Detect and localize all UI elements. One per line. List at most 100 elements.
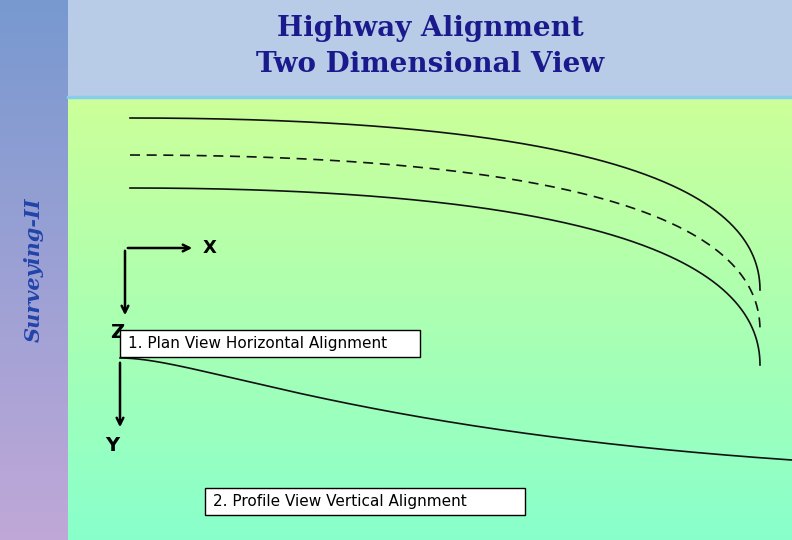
Bar: [68, 512, 792, 518]
Bar: [0, 33, 68, 40]
Bar: [0, 364, 68, 372]
Bar: [68, 484, 792, 490]
Bar: [0, 195, 68, 202]
Bar: [0, 453, 68, 459]
Bar: [0, 94, 68, 102]
Bar: [0, 297, 68, 303]
Bar: [68, 446, 792, 451]
Bar: [68, 285, 792, 291]
Bar: [68, 424, 792, 429]
Bar: [68, 141, 792, 147]
Bar: [0, 148, 68, 156]
Bar: [0, 68, 68, 74]
Bar: [68, 307, 792, 313]
Bar: [68, 501, 792, 507]
Bar: [68, 451, 792, 457]
Bar: [68, 319, 792, 324]
Bar: [0, 472, 68, 480]
Bar: [68, 418, 792, 424]
Bar: [68, 0, 792, 97]
Bar: [68, 136, 792, 141]
Bar: [68, 413, 792, 418]
Bar: [68, 474, 792, 479]
Bar: [68, 429, 792, 435]
Bar: [0, 310, 68, 317]
Bar: [68, 390, 792, 396]
Bar: [0, 168, 68, 176]
Bar: [0, 291, 68, 297]
Bar: [0, 108, 68, 115]
Bar: [68, 496, 792, 501]
Bar: [0, 351, 68, 357]
Bar: [68, 180, 792, 186]
Text: Surveying-II: Surveying-II: [24, 198, 44, 342]
Bar: [0, 162, 68, 168]
Bar: [0, 426, 68, 432]
Bar: [0, 507, 68, 513]
Bar: [0, 256, 68, 263]
Bar: [0, 500, 68, 507]
Bar: [0, 513, 68, 519]
Bar: [0, 216, 68, 222]
Bar: [68, 224, 792, 230]
Bar: [0, 317, 68, 324]
Text: Two Dimensional View: Two Dimensional View: [256, 51, 604, 78]
Bar: [0, 230, 68, 237]
Bar: [68, 368, 792, 374]
Bar: [68, 241, 792, 247]
Bar: [68, 197, 792, 202]
Bar: [68, 158, 792, 164]
Bar: [0, 135, 68, 141]
Bar: [0, 263, 68, 270]
Bar: [0, 141, 68, 149]
Bar: [0, 128, 68, 135]
Bar: [68, 374, 792, 380]
Bar: [68, 130, 792, 136]
Bar: [68, 335, 792, 341]
Bar: [68, 97, 792, 103]
Bar: [68, 219, 792, 224]
Bar: [0, 74, 68, 81]
Bar: [0, 243, 68, 249]
Bar: [68, 113, 792, 119]
Bar: [68, 457, 792, 462]
Bar: [68, 208, 792, 213]
Bar: [0, 284, 68, 291]
Bar: [68, 407, 792, 413]
Bar: [0, 270, 68, 276]
Bar: [0, 338, 68, 345]
Bar: [0, 47, 68, 54]
Bar: [0, 432, 68, 438]
Bar: [68, 529, 792, 535]
Bar: [0, 330, 68, 338]
Bar: [68, 174, 792, 180]
Bar: [68, 402, 792, 407]
Bar: [0, 378, 68, 384]
Text: Z: Z: [110, 323, 124, 342]
Bar: [0, 486, 68, 492]
Bar: [68, 462, 792, 468]
Bar: [0, 122, 68, 128]
Bar: [0, 303, 68, 310]
Bar: [68, 324, 792, 329]
Bar: [0, 189, 68, 195]
Bar: [0, 459, 68, 465]
Bar: [68, 296, 792, 302]
Bar: [0, 237, 68, 243]
Bar: [68, 490, 792, 496]
Bar: [68, 507, 792, 512]
Bar: [0, 60, 68, 68]
Bar: [0, 0, 68, 6]
Bar: [0, 345, 68, 351]
Bar: [68, 535, 792, 540]
Bar: [205, 488, 525, 515]
Bar: [68, 523, 792, 529]
Bar: [0, 87, 68, 94]
Text: Highway Alignment: Highway Alignment: [276, 15, 584, 42]
Bar: [0, 156, 68, 162]
Bar: [0, 392, 68, 399]
Bar: [0, 399, 68, 405]
Bar: [68, 468, 792, 474]
Bar: [68, 152, 792, 158]
Bar: [68, 269, 792, 274]
